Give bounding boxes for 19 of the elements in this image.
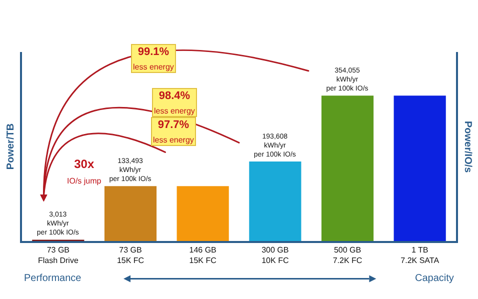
x-tick-label: 500 GB 7.2K FC	[332, 246, 362, 265]
annotation: 97.7% less energy	[153, 119, 194, 144]
x-tick-label: 1 TB 7.2K SATA	[400, 246, 440, 265]
x-tick-label: 146 GB 15K FC	[189, 246, 217, 265]
bar	[176, 186, 229, 241]
bar	[249, 162, 302, 241]
x-tick-label: 73 GB Flash Drive	[38, 246, 79, 265]
text: Capacity	[415, 273, 454, 284]
x-tick-label: 300 GB 10K FC	[262, 246, 289, 265]
bar	[104, 186, 157, 241]
annotation: 30x IO/s jump	[67, 157, 102, 186]
text: Performance	[24, 273, 82, 284]
bar	[394, 96, 446, 241]
bar	[321, 96, 374, 241]
annotation: 98.4% less energy	[154, 90, 195, 116]
text: 99.1% less energy	[133, 46, 174, 72]
x-tick-label: 73 GB 15K FC	[116, 246, 144, 265]
y2-axis-title: Power/IO/s	[462, 121, 473, 174]
y-axis-title: Power/TB	[6, 123, 16, 170]
